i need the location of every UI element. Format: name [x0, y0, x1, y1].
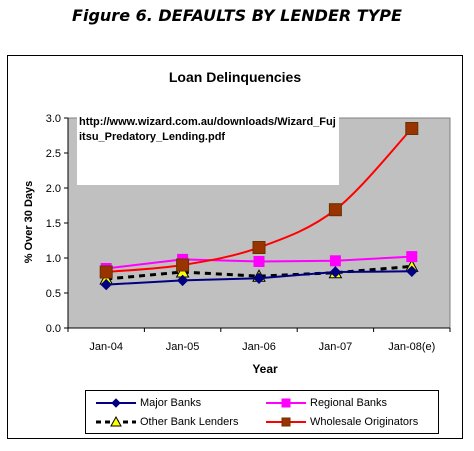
y-tick-label: 0.0 — [46, 323, 61, 335]
y-tick-label: 2.0 — [46, 183, 61, 195]
data-point — [329, 266, 342, 278]
legend-label: Major Banks — [140, 397, 202, 409]
data-point — [176, 274, 189, 287]
legend-marker — [281, 417, 291, 427]
x-tick-label: Jan-07 — [319, 341, 353, 353]
chart-legend: Major Banks Regional Banks Other Bank Le… — [85, 390, 439, 434]
x-tick-label: Jan-08(e) — [388, 341, 435, 353]
x-axis-label: Year — [252, 362, 278, 376]
legend-marker — [110, 415, 122, 427]
x-tick-label: Jan-04 — [89, 341, 123, 353]
data-point — [405, 122, 419, 135]
figure-heading: Figure 6. DEFAULTS BY LENDER TYPE — [72, 6, 402, 25]
data-point — [253, 272, 265, 285]
axes: 0.0 0.5 1.0 1.5 2.0 2.5 3.0 Jan-04 Jan-05 Jan-06 J… — [46, 113, 451, 353]
legend-label: Wholesale Originators — [310, 416, 419, 428]
y-tick-label: 1.5 — [46, 218, 61, 230]
y-axis-label: % Over 30 Days — [23, 181, 35, 264]
series-line — [106, 264, 412, 281]
x-tick-label: Jan-05 — [166, 341, 200, 353]
source-url-note: http://www.wizard.com.au/downloads/Wizar… — [77, 113, 339, 185]
y-tick-label: 3.0 — [46, 113, 61, 125]
chart-title: Loan Delinquencies — [169, 69, 301, 85]
legend-marker — [111, 398, 121, 408]
x-tick-label: Jan-06 — [242, 341, 276, 353]
data-point — [328, 203, 342, 217]
data-point — [99, 265, 113, 279]
data-point — [176, 258, 190, 272]
data-point — [252, 241, 266, 254]
legend-marker — [281, 398, 291, 408]
data-point — [253, 256, 265, 267]
y-tick-label: 1.0 — [46, 253, 61, 265]
legend-label: Other Bank Lenders — [140, 416, 239, 428]
legend-swatch — [266, 417, 306, 427]
y-tick-label: 2.5 — [46, 148, 61, 160]
series-wholesale-originators — [99, 122, 419, 279]
data-point — [100, 278, 112, 291]
legend-swatch — [96, 398, 136, 408]
y-tick-label: 0.5 — [46, 288, 61, 300]
data-point — [406, 251, 418, 263]
series-major-banks — [100, 265, 418, 291]
data-point — [329, 255, 341, 267]
legend-label: Regional Banks — [310, 397, 388, 409]
legend-swatch — [96, 415, 136, 427]
data-point — [406, 265, 418, 278]
series-layer — [99, 122, 419, 291]
legend-swatch — [266, 398, 306, 408]
